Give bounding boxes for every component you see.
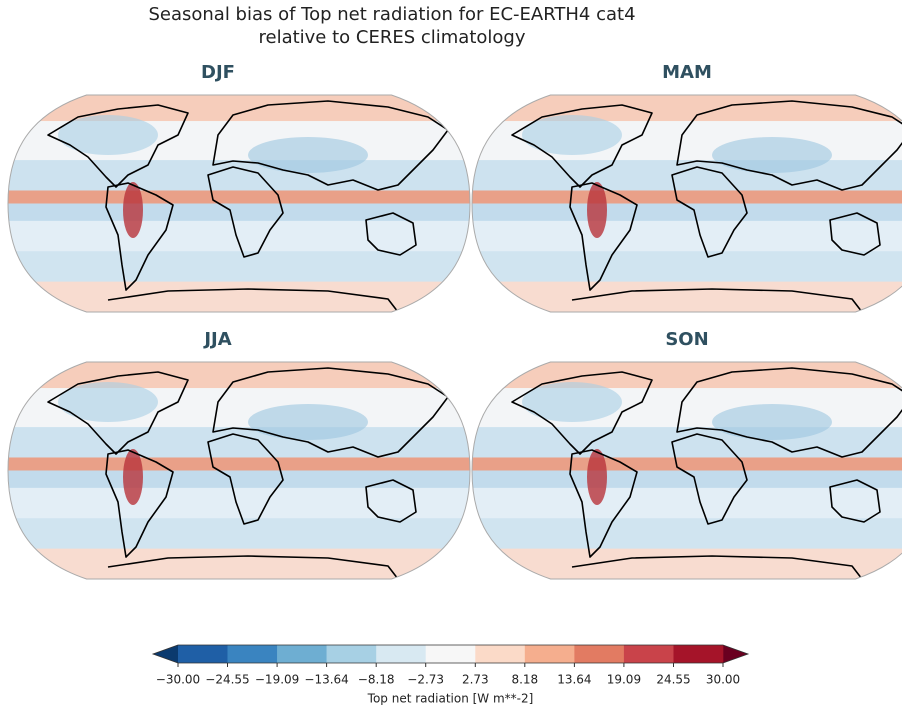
field-patch	[248, 137, 368, 173]
colorbar-bin	[475, 645, 526, 663]
field-patch	[522, 115, 622, 155]
field-band	[8, 427, 470, 458]
map-field	[8, 362, 470, 579]
colorbar-tick-label: 24.55	[656, 673, 690, 687]
panel-title: MAM	[662, 62, 712, 83]
map-field	[472, 362, 902, 579]
colorbar-tick-label: −13.64	[304, 673, 348, 687]
colorbar-bin	[574, 645, 625, 663]
colorbar-tick-label: −8.18	[358, 673, 395, 687]
colorbar-tick-label: −2.73	[407, 673, 444, 687]
colorbar-tick-label: 30.00	[706, 673, 740, 687]
field-patch	[123, 182, 143, 238]
field-band	[8, 251, 470, 283]
field-patch	[712, 404, 832, 440]
colorbar-tick-label: 8.18	[511, 673, 538, 687]
map-outline	[7, 361, 471, 580]
map-field	[472, 95, 902, 312]
colorbar-bin	[277, 645, 327, 663]
colorbar-bin	[673, 645, 724, 663]
field-band	[8, 487, 470, 519]
colorbar-bin	[623, 645, 674, 663]
colorbar-tick-label: −24.55	[205, 673, 249, 687]
colorbar-bin	[326, 645, 377, 663]
colorbar-tick-label: 13.64	[557, 673, 591, 687]
field-band	[8, 457, 470, 471]
map-outline	[471, 361, 902, 580]
colorbar-tick-label: 19.09	[607, 673, 641, 687]
field-band	[472, 251, 902, 283]
field-band	[8, 203, 470, 222]
panel-title: SON	[665, 329, 708, 350]
field-band	[8, 160, 470, 191]
field-band	[8, 518, 470, 550]
field-band	[8, 548, 470, 579]
colorbar-tick-label: −30.00	[156, 673, 200, 687]
colorbar-label: Top net radiation [W m**-2]	[367, 692, 534, 706]
colorbar-bin	[524, 645, 575, 663]
field-patch	[248, 404, 368, 440]
panel-title: DJF	[201, 62, 235, 83]
field-band	[8, 220, 470, 252]
map-panel: DJF	[7, 62, 471, 313]
colorbar-tick-label: 2.73	[462, 673, 489, 687]
field-patch	[712, 137, 832, 173]
field-band	[472, 518, 902, 550]
map-outline	[471, 94, 902, 313]
colorbar-extend	[153, 645, 178, 663]
map-panel: MAM	[471, 62, 902, 313]
field-band	[472, 220, 902, 252]
panel-title: JJA	[202, 329, 231, 350]
field-patch	[123, 449, 143, 505]
colorbar-bin	[227, 645, 278, 663]
field-band	[472, 487, 902, 519]
map-panel: JJA	[7, 329, 471, 580]
field-band	[472, 190, 902, 204]
field-patch	[587, 182, 607, 238]
field-band	[472, 203, 902, 222]
field-patch	[522, 382, 622, 422]
figure-title: Seasonal bias of Top net radiation for E…	[148, 4, 635, 25]
field-band	[472, 160, 902, 191]
field-patch	[587, 449, 607, 505]
field-patch	[58, 382, 158, 422]
field-band	[8, 190, 470, 204]
map-field	[8, 95, 470, 312]
map-panel: SON	[471, 329, 902, 580]
figure-title: relative to CERES climatology	[258, 27, 525, 48]
colorbar-bin	[425, 645, 476, 663]
field-band	[472, 362, 902, 389]
field-band	[472, 470, 902, 489]
field-band	[472, 457, 902, 471]
field-band	[8, 281, 470, 312]
field-band	[472, 427, 902, 458]
colorbar-tick-label: −19.09	[255, 673, 299, 687]
field-band	[8, 470, 470, 489]
colorbar-extend	[723, 645, 748, 663]
map-outline	[7, 94, 471, 313]
field-patch	[58, 115, 158, 155]
colorbar-bin	[376, 645, 427, 663]
field-band	[472, 95, 902, 122]
colorbar-bin	[178, 645, 228, 663]
